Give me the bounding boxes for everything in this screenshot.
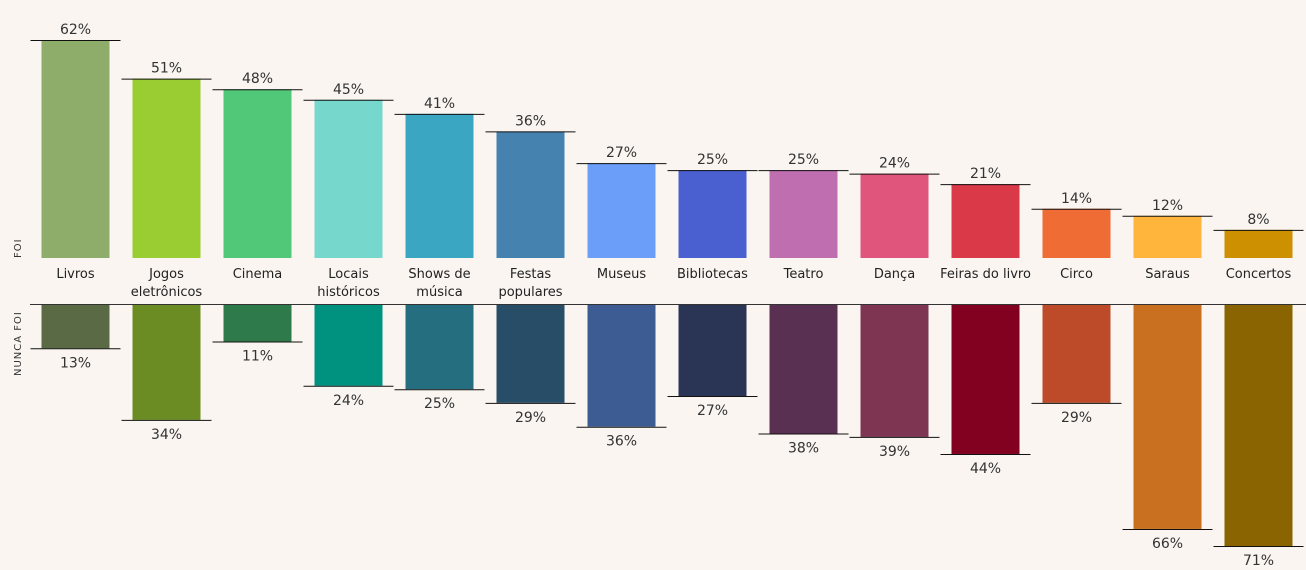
category-labels: Livros Jogos eletrônicos Cinema Locais histór… xyxy=(56,267,1291,300)
foi-value-label: 25% xyxy=(788,152,819,168)
category-label-circo: Circo xyxy=(1060,267,1093,282)
category-label-concertos: Concertos xyxy=(1226,267,1292,282)
nunca-foi-bar-festas-populares xyxy=(496,304,565,403)
foi-bar-cinema xyxy=(223,89,292,259)
foi-value-label: 62% xyxy=(60,22,91,38)
foi-value-label: 12% xyxy=(1152,198,1183,214)
foi-value-label: 8% xyxy=(1247,212,1269,228)
nunca-foi-bar-teatro xyxy=(769,304,838,434)
foi-value-label: 27% xyxy=(606,145,637,161)
nunca-foi-bar-jogos-eletronicos xyxy=(132,304,201,420)
category-label-jogos-eletronicos: Jogos eletrônicos xyxy=(131,267,203,300)
nunca-foi-value-label: 27% xyxy=(697,403,728,419)
nunca-foi-value-label: 38% xyxy=(788,441,819,457)
nunca-foi-value-label: 44% xyxy=(970,461,1001,477)
nunca-foi-bar-bibliotecas xyxy=(678,304,747,397)
nunca-foi-bar-circo xyxy=(1042,304,1111,403)
foi-bar-livros xyxy=(41,40,110,258)
foi-value-label: 48% xyxy=(242,71,273,87)
nunca-foi-bar-saraus xyxy=(1133,304,1202,529)
category-label-museus: Museus xyxy=(597,267,646,282)
foi-bar-teatro xyxy=(769,170,838,258)
foi-bar-locais-historicos xyxy=(314,99,383,258)
foi-value-label: 45% xyxy=(333,82,364,98)
nunca-foi-value-label: 29% xyxy=(515,410,546,426)
foi-bar-shows-de-musica xyxy=(405,113,474,258)
nunca-foi-bar-livros xyxy=(41,304,110,349)
foi-value-label: 41% xyxy=(424,96,455,112)
category-label-cinema: Cinema xyxy=(233,267,283,282)
foi-value-label: 21% xyxy=(970,166,1001,182)
nunca-foi-value-label: 71% xyxy=(1243,553,1274,569)
foi-bar-saraus xyxy=(1133,215,1202,258)
category-label-livros: Livros xyxy=(56,267,95,282)
category-label-bibliotecas: Bibliotecas xyxy=(677,267,748,282)
foi-bar-circo xyxy=(1042,208,1111,258)
nunca-foi-bar-danca xyxy=(860,304,929,437)
category-label-teatro: Teatro xyxy=(783,267,824,282)
category-label-festas-populares: Festas populares xyxy=(498,267,562,300)
nunca-foi-bar-museus xyxy=(587,304,656,427)
foi-value-label: 51% xyxy=(151,61,182,77)
nunca-foi-value-label: 29% xyxy=(1061,410,1092,426)
category-label-danca: Dança xyxy=(874,267,915,282)
nunca-foi-value-label: 36% xyxy=(606,434,637,450)
nunca-foi-value-label: 25% xyxy=(424,396,455,412)
foi-bar-museus xyxy=(587,163,656,258)
nunca-foi-bar-feiras-do-livro xyxy=(951,304,1020,454)
nunca-foi-bars: 13% 34% 11% 24% 25% 29% 36% 27% 38% 39% 44% 29% 66% 7… xyxy=(30,304,1304,569)
category-label-shows-de-musica: Shows de música xyxy=(408,267,470,300)
nunca-foi-side-label: NUNCA FOI xyxy=(13,311,24,376)
foi-value-label: 24% xyxy=(879,156,910,172)
nunca-foi-value-label: 11% xyxy=(242,348,273,364)
foi-bar-festas-populares xyxy=(496,131,565,258)
nunca-foi-bar-shows-de-musica xyxy=(405,304,474,390)
foi-bar-bibliotecas xyxy=(678,170,747,258)
nunca-foi-value-label: 39% xyxy=(879,444,910,460)
foi-side-label: FOI xyxy=(13,238,24,258)
nunca-foi-value-label: 13% xyxy=(60,355,91,371)
foi-bar-jogos-eletronicos xyxy=(132,78,201,258)
nunca-foi-bar-cinema xyxy=(223,304,292,342)
nunca-foi-value-label: 24% xyxy=(333,393,364,409)
foi-value-label: 14% xyxy=(1061,191,1092,207)
category-label-saraus: Saraus xyxy=(1145,267,1190,282)
foi-value-label: 36% xyxy=(515,113,546,129)
foi-bar-feiras-do-livro xyxy=(951,184,1020,258)
category-label-locais-historicos: Locais históricos xyxy=(317,267,380,300)
category-label-feiras-do-livro: Feiras do livro xyxy=(940,267,1031,282)
nunca-foi-value-label: 66% xyxy=(1152,536,1183,552)
nunca-foi-bar-locais-historicos xyxy=(314,304,383,386)
foi-bar-danca xyxy=(860,173,929,258)
foi-value-label: 25% xyxy=(697,152,728,168)
nunca-foi-bar-concertos xyxy=(1224,304,1293,546)
foi-bar-concertos xyxy=(1224,229,1293,258)
foi-bars: 62% 51% 48% 45% 41% 36% 27% 25% 25% 24% 21% 14% 12% 8… xyxy=(30,22,1304,259)
nunca-foi-value-label: 34% xyxy=(151,427,182,443)
